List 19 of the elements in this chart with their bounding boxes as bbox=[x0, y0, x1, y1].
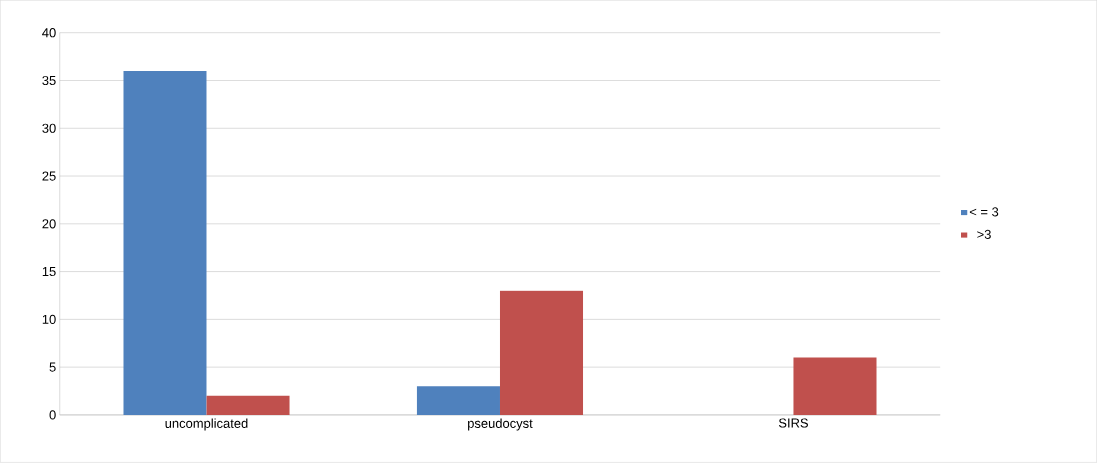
y-tick-label: 40 bbox=[42, 28, 56, 38]
bar bbox=[793, 357, 877, 416]
bar bbox=[123, 71, 207, 416]
y-tick-label: 35 bbox=[42, 76, 56, 86]
bar bbox=[416, 386, 500, 416]
x-tick-label: SIRS bbox=[778, 418, 808, 428]
y-tick-label: 20 bbox=[42, 219, 56, 229]
y-tick-label: 0 bbox=[49, 410, 56, 420]
legend-label: >3 bbox=[977, 229, 991, 240]
y-tick-label: 5 bbox=[49, 362, 56, 372]
legend-label: < = 3 bbox=[969, 207, 999, 217]
y-tick-label: 30 bbox=[42, 123, 56, 134]
y-tick-label: 25 bbox=[42, 171, 56, 181]
x-tick-label: pseudocyst bbox=[468, 418, 533, 431]
y-tick-label: 15 bbox=[42, 267, 56, 277]
bar bbox=[499, 290, 584, 416]
y-tick-label: 10 bbox=[42, 314, 56, 325]
bar bbox=[206, 395, 290, 416]
x-tick-label: uncomplicated bbox=[165, 418, 248, 431]
